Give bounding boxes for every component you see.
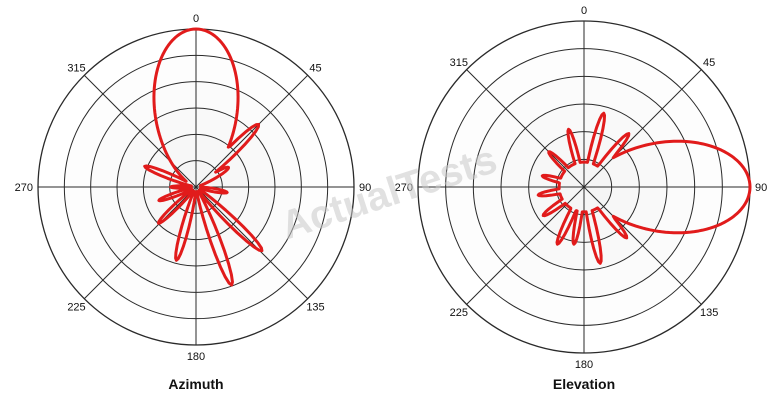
angle-tick-label: 45 bbox=[703, 57, 715, 69]
angle-tick-label: 180 bbox=[575, 359, 593, 371]
angle-tick-label: 0 bbox=[581, 5, 587, 17]
angle-tick-label: 225 bbox=[67, 302, 85, 314]
angle-tick-label: 315 bbox=[67, 62, 85, 74]
angle-tick-label: 180 bbox=[187, 351, 205, 363]
angle-tick-label: 225 bbox=[450, 307, 468, 319]
chart-title: Elevation bbox=[553, 376, 615, 392]
angle-tick-label: 270 bbox=[15, 182, 33, 194]
angle-tick-label: 0 bbox=[193, 13, 199, 25]
angle-tick-label: 315 bbox=[450, 57, 468, 69]
angle-tick-label: 135 bbox=[306, 302, 324, 314]
chart-title: Azimuth bbox=[168, 376, 223, 392]
angle-tick-label: 90 bbox=[755, 182, 767, 194]
angle-tick-label: 135 bbox=[700, 307, 718, 319]
angle-tick-label: 45 bbox=[309, 62, 321, 74]
